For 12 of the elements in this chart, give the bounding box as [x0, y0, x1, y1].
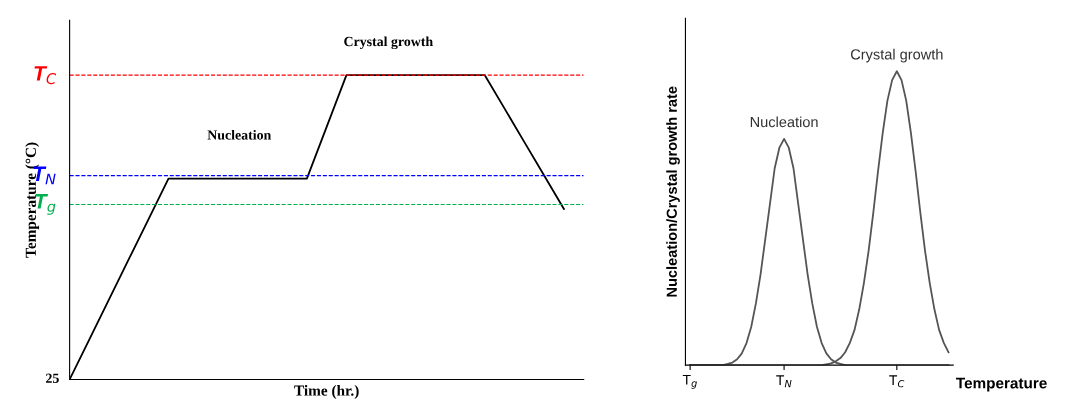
- ref-line-label: T$_{C}$: [34, 66, 57, 85]
- y-axis-title: Nucleation/Crystal growth rate: [666, 86, 680, 297]
- x-tick-label: T$_{N}$: [776, 375, 792, 388]
- series-label: Crystal growth: [850, 48, 943, 63]
- x-axis-title: Temperature: [956, 377, 1047, 392]
- text: 25: [46, 373, 59, 383]
- text: Crystal growth: [344, 36, 433, 50]
- annotation: Nucleation: [207, 129, 272, 140]
- x-tick-label: T$_{g}$: [682, 374, 697, 389]
- x-axis-title: Time (hr.): [294, 385, 359, 399]
- x-tick-label: T$_{C}$: [889, 375, 905, 388]
- series-label: Nucleation: [750, 116, 818, 128]
